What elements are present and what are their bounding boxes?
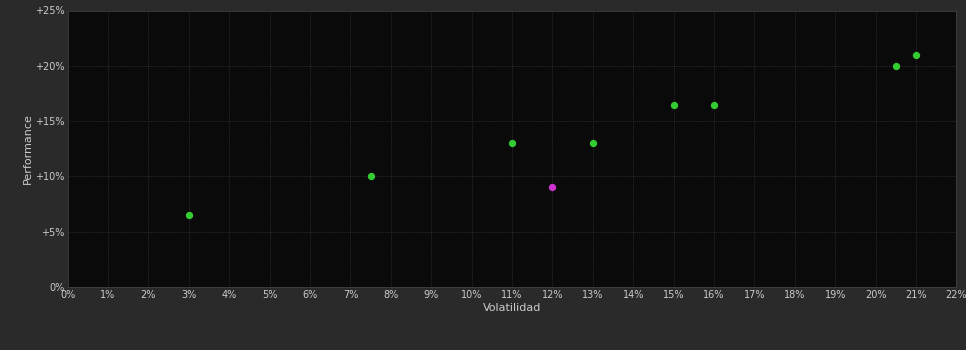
Point <box>666 102 681 107</box>
Point <box>585 140 601 146</box>
Point <box>545 185 560 190</box>
Point <box>504 140 520 146</box>
Point <box>908 52 923 57</box>
X-axis label: Volatilidad: Volatilidad <box>483 302 541 313</box>
Point <box>888 63 903 69</box>
Y-axis label: Performance: Performance <box>22 113 33 184</box>
Point <box>363 174 379 179</box>
Point <box>181 212 196 218</box>
Point <box>706 102 722 107</box>
